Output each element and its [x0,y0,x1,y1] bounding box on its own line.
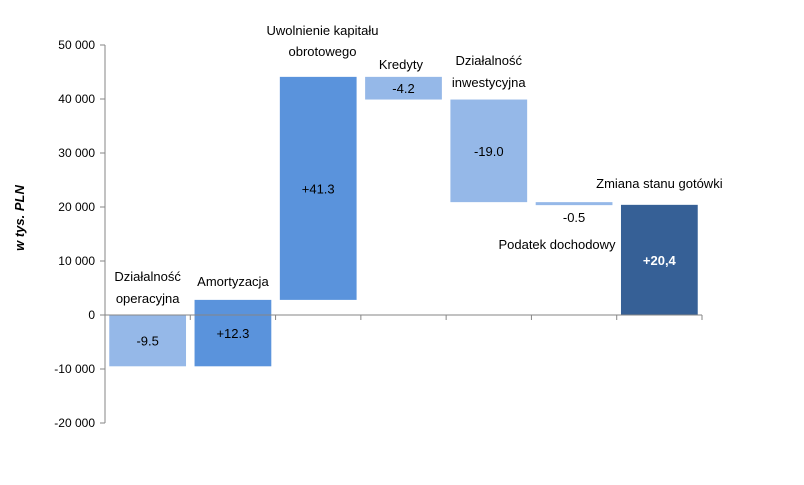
bar [535,202,613,206]
y-tick-label: 20 000 [58,200,95,214]
y-tick-label: 30 000 [58,146,95,160]
data-label: -19.0 [474,144,504,159]
y-tick-label: 0 [88,308,95,322]
y-axis-title: w tys. PLN [12,185,27,251]
category-label: Podatek dochodowy [498,237,616,252]
category-label: operacyjna [116,291,180,306]
x-axis [104,314,703,320]
category-label: Amortyzacja [197,274,269,289]
category-label: Działalność [456,53,523,68]
category-label: Kredyty [379,57,424,72]
bar [450,99,528,203]
bar [365,76,442,100]
y-tick-label: 10 000 [58,254,95,268]
y-tick-label: 50 000 [58,38,95,52]
bars [109,76,698,367]
labels: -9.5 Działalność operacyjna +12.3 Amortyzacj… [114,23,722,349]
data-label: +12.3 [216,326,249,341]
data-label: +20,4 [643,253,677,268]
data-label: +41.3 [302,181,335,196]
category-label: inwestycyjna [452,75,526,90]
bar [109,315,187,367]
y-axis: -20 000 -10 000 0 10 000 20 000 30 000 40 000 5… [54,38,106,430]
data-label: -9.5 [136,334,158,349]
bar [194,299,272,367]
data-label: -0.5 [563,210,585,225]
category-label: obrotowego [289,44,357,59]
y-tick-label: -20 000 [54,416,95,430]
data-label: -4.2 [392,81,414,96]
bar [279,76,357,300]
category-label: Działalność [114,269,181,284]
category-label: Uwolnienie kapitału [266,23,378,38]
y-tick-label: 40 000 [58,92,95,106]
category-label: Zmiana stanu gotówki [596,176,723,191]
y-tick-label: -10 000 [54,362,95,376]
bar [620,204,698,315]
